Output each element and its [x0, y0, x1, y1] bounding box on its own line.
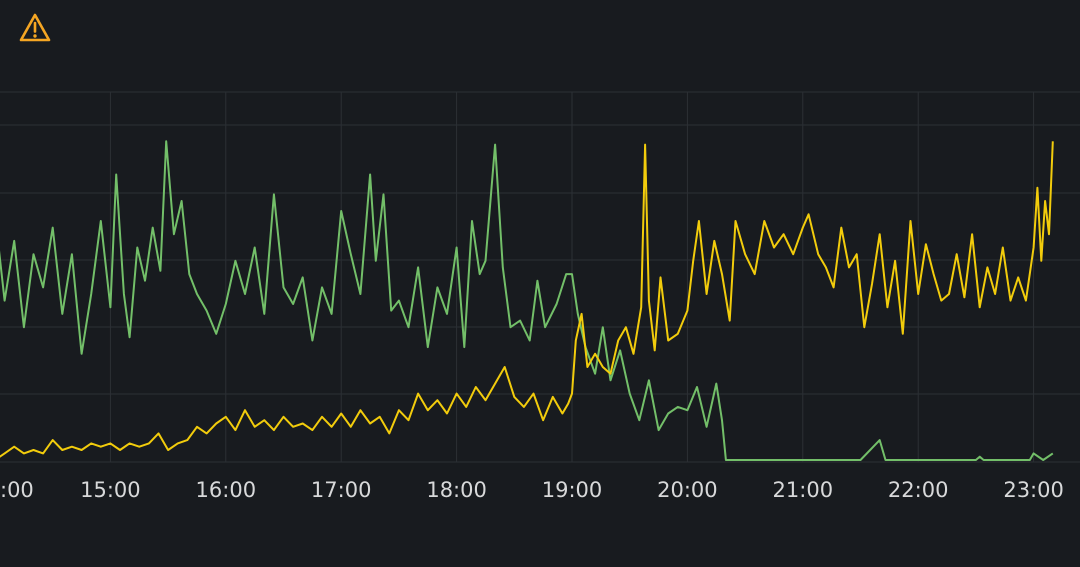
x-tick-label-5: 19:00 — [542, 478, 603, 502]
x-tick-label-8: 22:00 — [888, 478, 949, 502]
x-tick-label-3: 17:00 — [311, 478, 372, 502]
series-line-0 — [0, 140, 1054, 461]
x-tick-label-9: 23:00 — [1003, 478, 1064, 502]
x-tick-label-2: 16:00 — [196, 478, 257, 502]
x-tick-label-6: 20:00 — [657, 478, 718, 502]
x-tick-label-1: 15:00 — [80, 478, 141, 502]
x-tick-label-0: :00 — [0, 478, 34, 502]
series-line-1 — [0, 141, 1054, 458]
x-tick-label-4: 18:00 — [426, 478, 487, 502]
x-axis-tick-labels: :00 15:00 16:00 17:00 18:00 19:00 20:00 21:00 22… — [0, 478, 1064, 502]
warning-triangle-icon[interactable] — [18, 12, 52, 44]
x-tick-label-7: 21:00 — [773, 478, 834, 502]
vertical-grid-lines — [109, 92, 1035, 462]
horizontal-grid-lines — [0, 91, 1080, 463]
series-layer — [0, 140, 1054, 461]
